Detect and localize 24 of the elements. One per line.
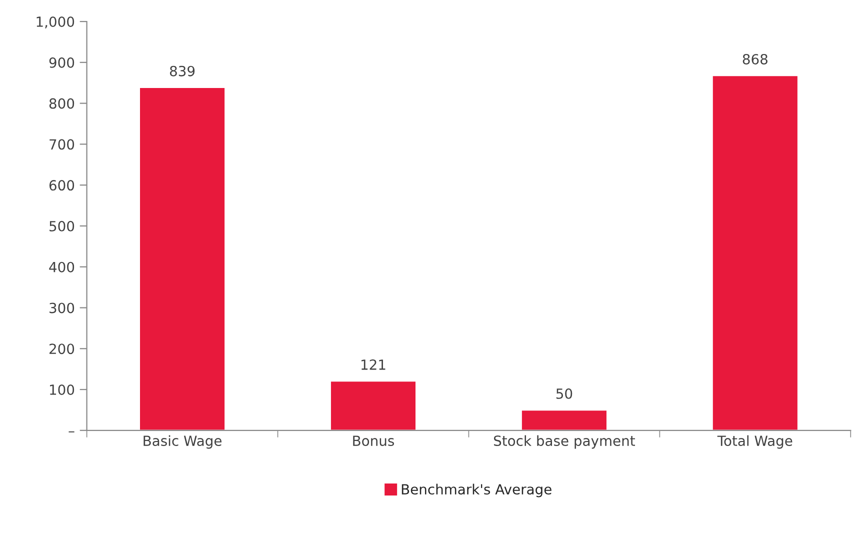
legend-label: Benchmark's Average [402,484,552,498]
data-label: 50 [556,388,572,399]
y-tick-label: 900 [49,57,74,68]
y-tick-label: 200 [50,344,74,354]
bar [712,74,799,430]
y-tick-label: 300 [50,302,74,314]
y-tick-label: 1,000 [36,16,74,28]
x-tick-label: Total Wage [717,435,792,449]
data-label: 121 [362,359,386,370]
bar [520,409,608,430]
data-label: 839 [170,66,195,76]
y-tick-label: 700 [50,139,74,150]
data-label: 868 [742,54,768,64]
y-tick-label: 500 [50,220,74,232]
x-tick-label: Stock base payment [494,435,635,449]
y-tick-label: 400 [49,262,74,272]
x-tick-label: Bonus [353,436,394,446]
x-tick-label: Basic Wage [144,435,222,449]
y-tick-label: 100 [50,384,74,395]
y-tick-label: 800 [49,98,74,109]
bar [138,86,226,430]
bar [330,380,417,430]
y-tick-label: – [68,431,74,432]
y-tick-label: 600 [49,180,74,191]
